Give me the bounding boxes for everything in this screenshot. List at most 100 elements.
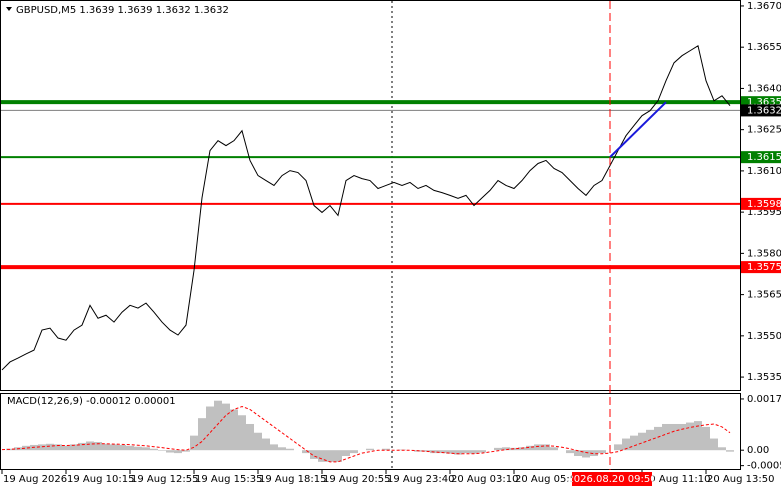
crosshair-label: 2026.08.20 09:50 (567, 474, 656, 485)
macd-bar (670, 423, 678, 451)
macd-bar (694, 421, 702, 451)
macd-bar (134, 446, 142, 451)
level-label: 1.3598 (747, 199, 781, 210)
level-label: 1.3632 (747, 105, 781, 116)
macd-bar (110, 444, 118, 451)
macd-bar (118, 444, 126, 451)
level-label-box (741, 197, 781, 210)
macd-bar (310, 450, 318, 459)
macd-bar (494, 447, 502, 451)
macd-bar (726, 450, 734, 452)
macd-bar (582, 450, 590, 458)
x-tick-label: 19 Aug 18:15 (259, 474, 326, 485)
macd-bar (278, 447, 286, 451)
macd-bar (534, 444, 542, 451)
macd-bar (126, 445, 134, 451)
y-tick-label: 1.3565 (747, 290, 781, 301)
y-tick-label: 0.00 (747, 445, 769, 456)
x-tick-label: 19 Aug 15:35 (195, 474, 262, 485)
macd-bar (382, 448, 390, 451)
x-tick-label: 20 Aug 13:50 (707, 474, 774, 485)
macd-bar (150, 448, 158, 451)
level-label: 1.3615 (747, 152, 781, 163)
price-panel (0, 0, 741, 391)
price-line (1, 45, 731, 371)
x-tick-label: 20 Aug 11:10 (643, 474, 710, 485)
menu-triangle (6, 7, 12, 11)
macd-bar (366, 448, 374, 451)
macd-bar (526, 445, 534, 451)
macd-bar (678, 423, 686, 451)
crosshair-label-box (572, 472, 652, 486)
macd-bar (78, 442, 86, 451)
macd-bar (166, 450, 174, 453)
macd-bar (62, 445, 70, 451)
macd-bar (206, 406, 214, 451)
macd-panel (0, 393, 741, 470)
macd-bar (654, 426, 662, 451)
macd-bar (6, 448, 14, 451)
macd-bar (462, 450, 470, 454)
macd-bar (286, 448, 294, 451)
macd-bar (542, 444, 550, 451)
y-tick-label: 1.3580 (747, 248, 781, 259)
y-tick-label: 1.3595 (747, 207, 781, 218)
macd-bar (254, 432, 262, 451)
x-tick-label: 19 Aug 23:40 (387, 474, 454, 485)
signal-line (1, 405, 731, 463)
macd-bar (446, 450, 454, 454)
macd-bar (710, 438, 718, 451)
macd-bar (598, 450, 606, 454)
macd-bar (630, 435, 638, 451)
x-tick-label: 20 Aug 05:50 (515, 474, 582, 485)
y-tick-label: 1.3640 (747, 83, 781, 94)
level-label-box (741, 261, 781, 274)
macd-bar (198, 418, 206, 451)
macd-bar (438, 450, 446, 454)
macd-bar (94, 442, 102, 451)
level-label-box (741, 104, 781, 117)
macd-bar (214, 400, 222, 451)
y-tick-label: 1.3655 (747, 42, 781, 53)
macd-bar (318, 450, 326, 462)
x-tick-label: 19 Aug 12:55 (131, 474, 198, 485)
macd-bar (174, 450, 182, 454)
macd-bar (262, 438, 270, 451)
level-label: 1.3575 (747, 262, 781, 273)
macd-bar (622, 438, 630, 451)
macd-bar (478, 450, 486, 453)
macd-bar (190, 435, 198, 451)
macd-bar (422, 450, 430, 452)
macd-bar (470, 450, 478, 454)
macd-bar (230, 409, 238, 451)
trend-line (609, 101, 667, 158)
macd-bar (222, 403, 230, 451)
macd-bar (102, 443, 110, 451)
x-tick-label: 20 Aug 03:10 (451, 474, 518, 485)
macd-bar (86, 441, 94, 451)
level-label-box (741, 151, 781, 164)
x-tick-label: 19 Aug 20:55 (323, 474, 390, 485)
y-tick-label: 0.00176 (747, 394, 781, 405)
macd-bar (326, 450, 334, 462)
level-label: 1.3635 (747, 97, 781, 108)
macd-bar (342, 450, 350, 457)
macd-bar (614, 444, 622, 451)
y-tick-label: 1.3625 (747, 125, 781, 136)
macd-bar (246, 423, 254, 451)
y-tick-label: 1.3535 (747, 372, 781, 383)
macd-bar (142, 447, 150, 451)
x-tick-label: 19 Aug 2026 (3, 474, 67, 485)
macd-bar (54, 444, 62, 451)
macd-bar (158, 450, 166, 451)
macd-bar (518, 447, 526, 451)
macd-bar (502, 447, 510, 451)
y-tick-label: 1.3670 (747, 1, 781, 12)
macd-bar (38, 444, 46, 451)
macd-bar (702, 426, 710, 451)
macd-bar (454, 450, 462, 455)
macd-bar (270, 444, 278, 451)
macd-bar (638, 432, 646, 451)
macd-bar (550, 447, 558, 451)
